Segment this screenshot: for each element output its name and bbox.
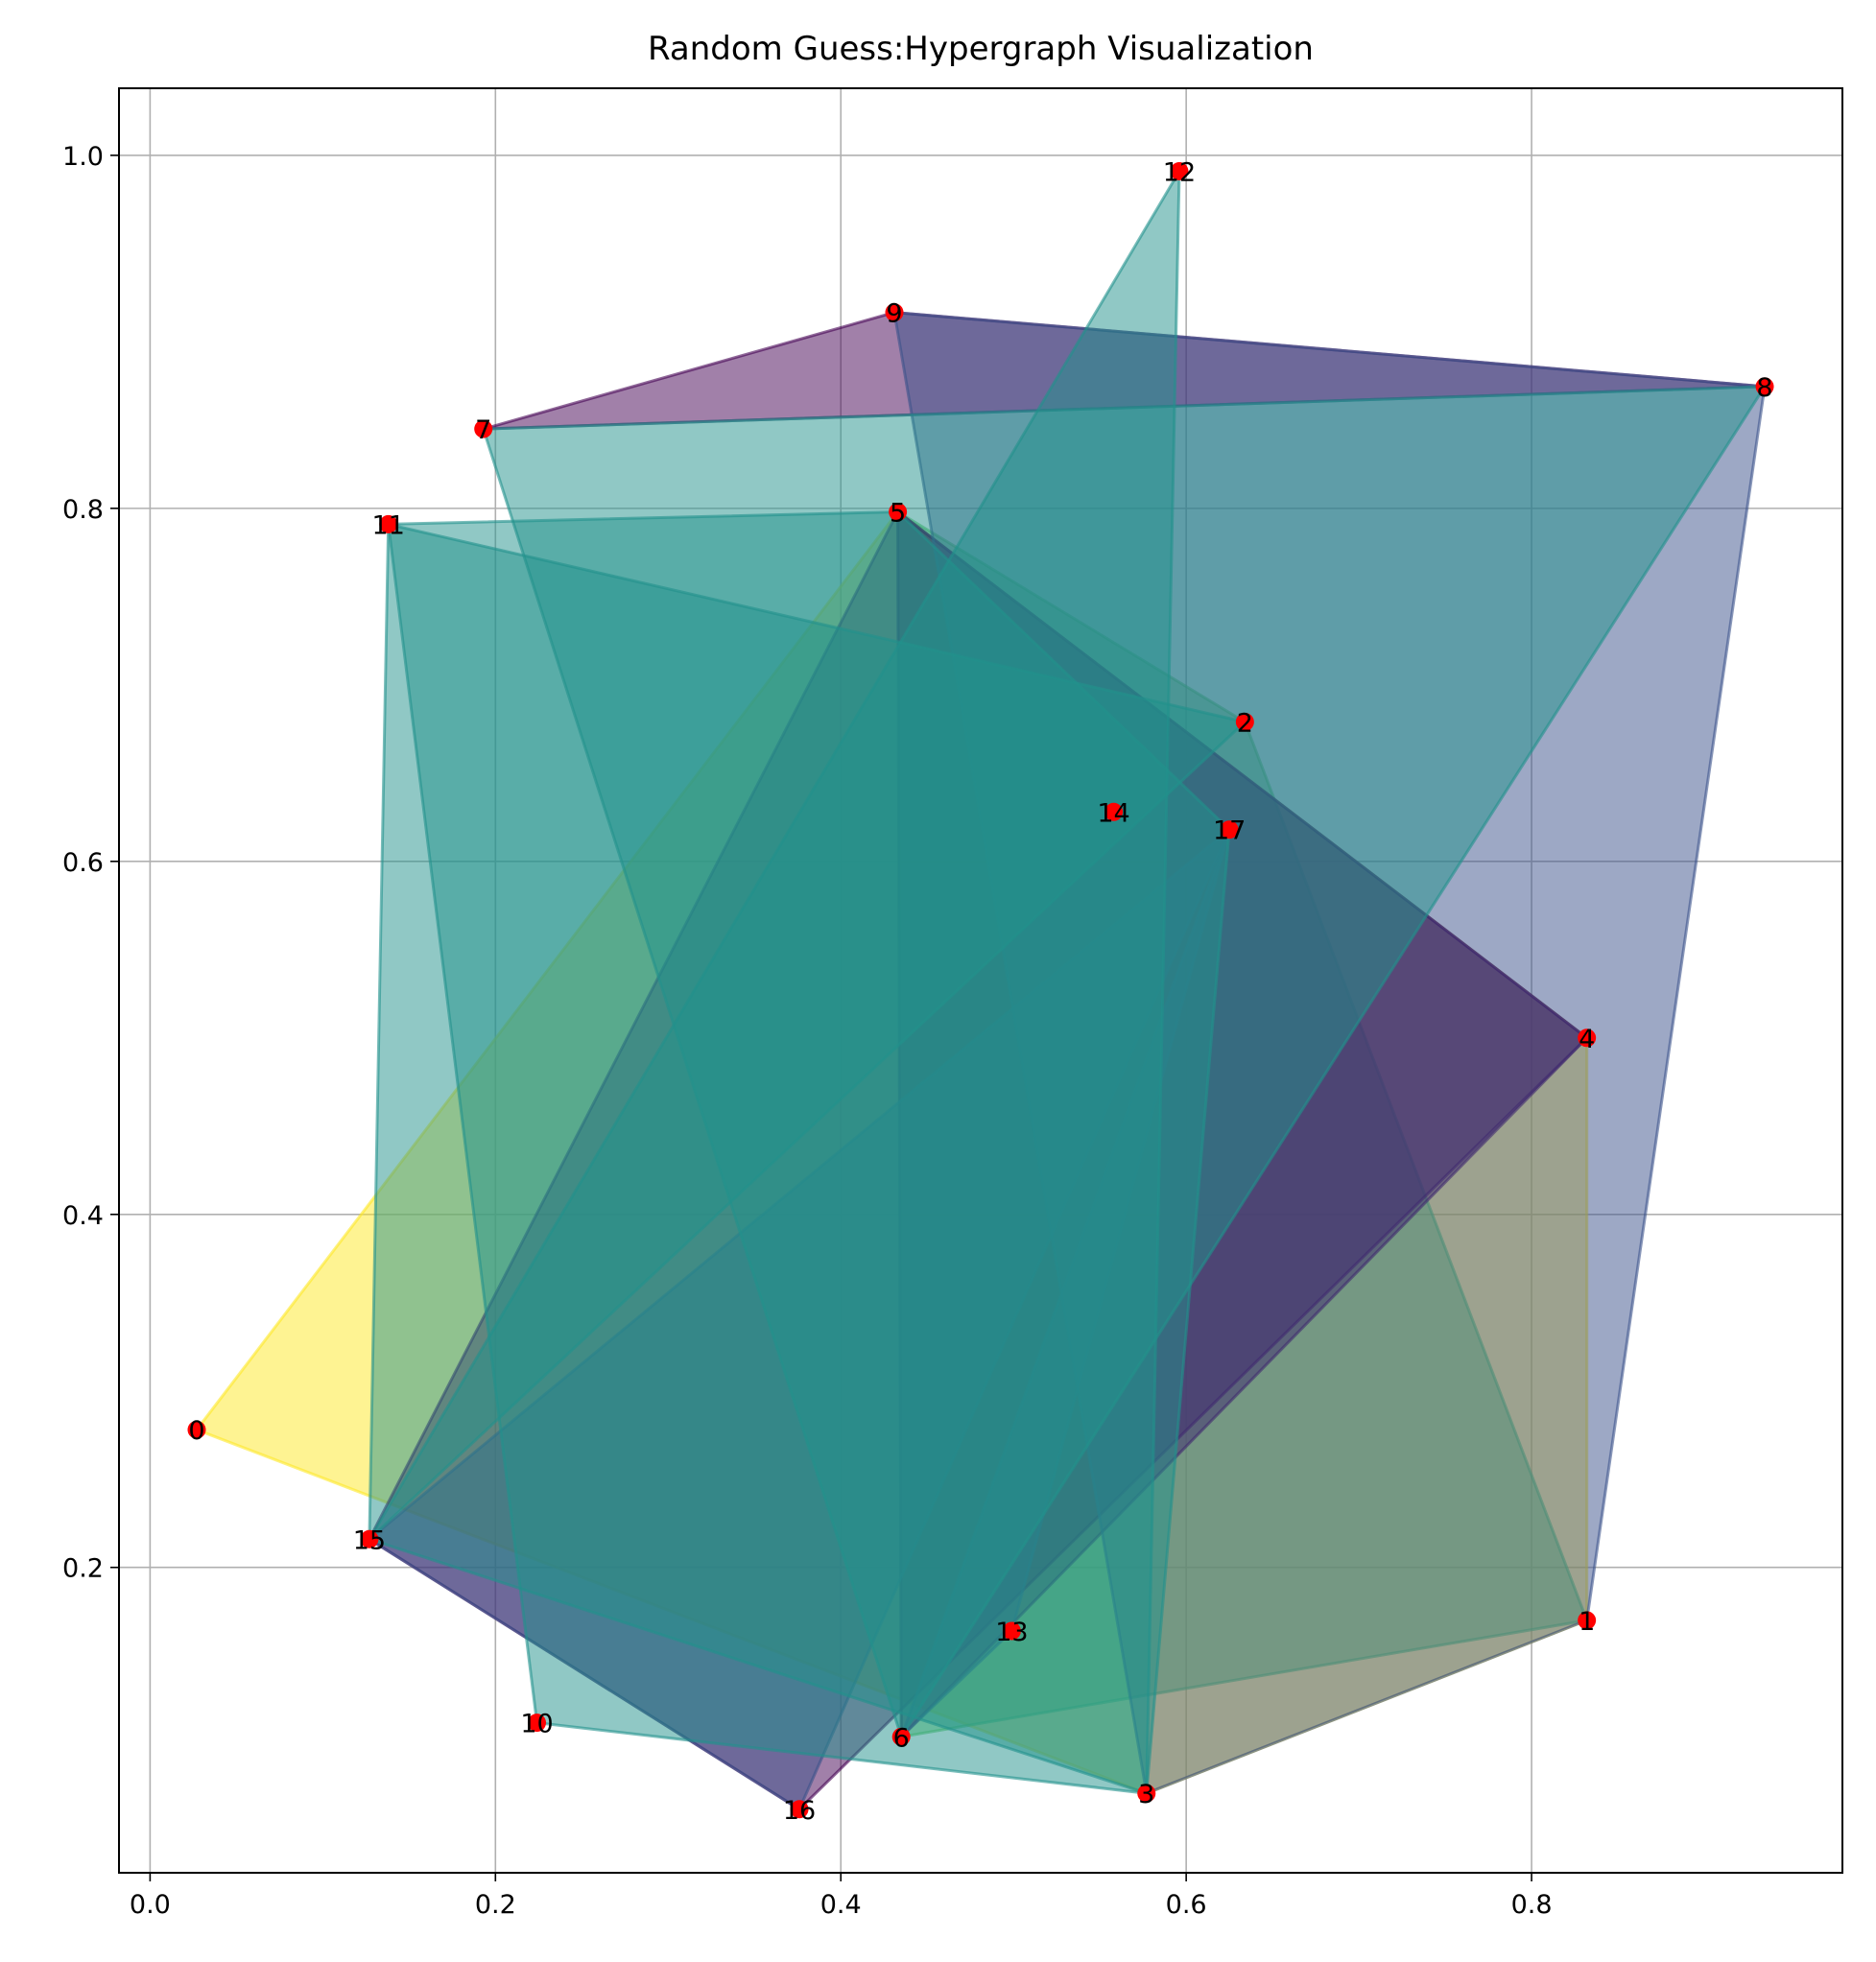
node-label-9: 9 [886, 299, 902, 329]
node-label-15: 15 [353, 1525, 386, 1555]
node-point-5 [889, 503, 908, 522]
node-label-1: 1 [1579, 1607, 1595, 1637]
node-point-2 [1235, 712, 1254, 731]
y-tick-label: 0.4 [62, 1201, 104, 1231]
node-point-13 [1002, 1621, 1021, 1641]
node-label-3: 3 [1138, 1780, 1154, 1809]
node-point-7 [474, 419, 493, 438]
node-label-11: 11 [372, 510, 405, 540]
node-label-10: 10 [520, 1710, 553, 1739]
node-label-5: 5 [890, 499, 906, 529]
node-label-2: 2 [1237, 708, 1253, 738]
node-point-12 [1170, 161, 1189, 180]
node-label-7: 7 [475, 415, 491, 445]
node-label-8: 8 [1756, 373, 1772, 403]
node-label-4: 4 [1579, 1025, 1595, 1054]
y-tick-label: 0.2 [62, 1554, 104, 1584]
node-label-6: 6 [893, 1723, 910, 1753]
chart-title: Random Guess:Hypergraph Visualization [648, 30, 1314, 68]
node-label-14: 14 [1097, 798, 1129, 828]
node-point-9 [885, 303, 904, 322]
node-point-8 [1755, 377, 1774, 396]
node-point-11 [379, 514, 398, 533]
axis-ticks: 0.0 0.2 0.4 0.6 0.8 0.2 0.4 0.6 0.8 1.0 [62, 142, 1553, 1920]
node-point-6 [891, 1727, 911, 1746]
x-tick-label: 0.6 [1166, 1890, 1207, 1920]
hyperedge-11 [368, 170, 1181, 1795]
node-point-1 [1578, 1611, 1597, 1630]
x-tick-label: 0.4 [820, 1890, 862, 1920]
x-tick-label: 0.2 [475, 1890, 516, 1920]
node-point-3 [1137, 1784, 1156, 1803]
node-label-0: 0 [188, 1416, 204, 1446]
node-label-13: 13 [995, 1618, 1028, 1647]
node-point-16 [790, 1800, 809, 1819]
node-point-4 [1578, 1028, 1597, 1048]
node-label-16: 16 [783, 1796, 816, 1826]
y-tick-label: 0.6 [62, 848, 104, 878]
node-layer [187, 161, 1774, 1819]
node-point-17 [1220, 820, 1239, 839]
y-tick-label: 1.0 [62, 142, 104, 172]
node-label-17: 17 [1213, 816, 1246, 846]
x-tick-label: 0.0 [130, 1890, 171, 1920]
y-tick-label: 0.8 [62, 495, 104, 525]
node-point-15 [360, 1529, 379, 1548]
node-point-14 [1104, 802, 1124, 821]
node-point-0 [187, 1420, 206, 1439]
node-point-10 [528, 1714, 547, 1733]
plot-frame [118, 87, 1843, 1874]
node-label-12: 12 [1163, 157, 1196, 187]
x-tick-label: 0.8 [1511, 1890, 1553, 1920]
hyperedge-layer [195, 170, 1767, 1811]
